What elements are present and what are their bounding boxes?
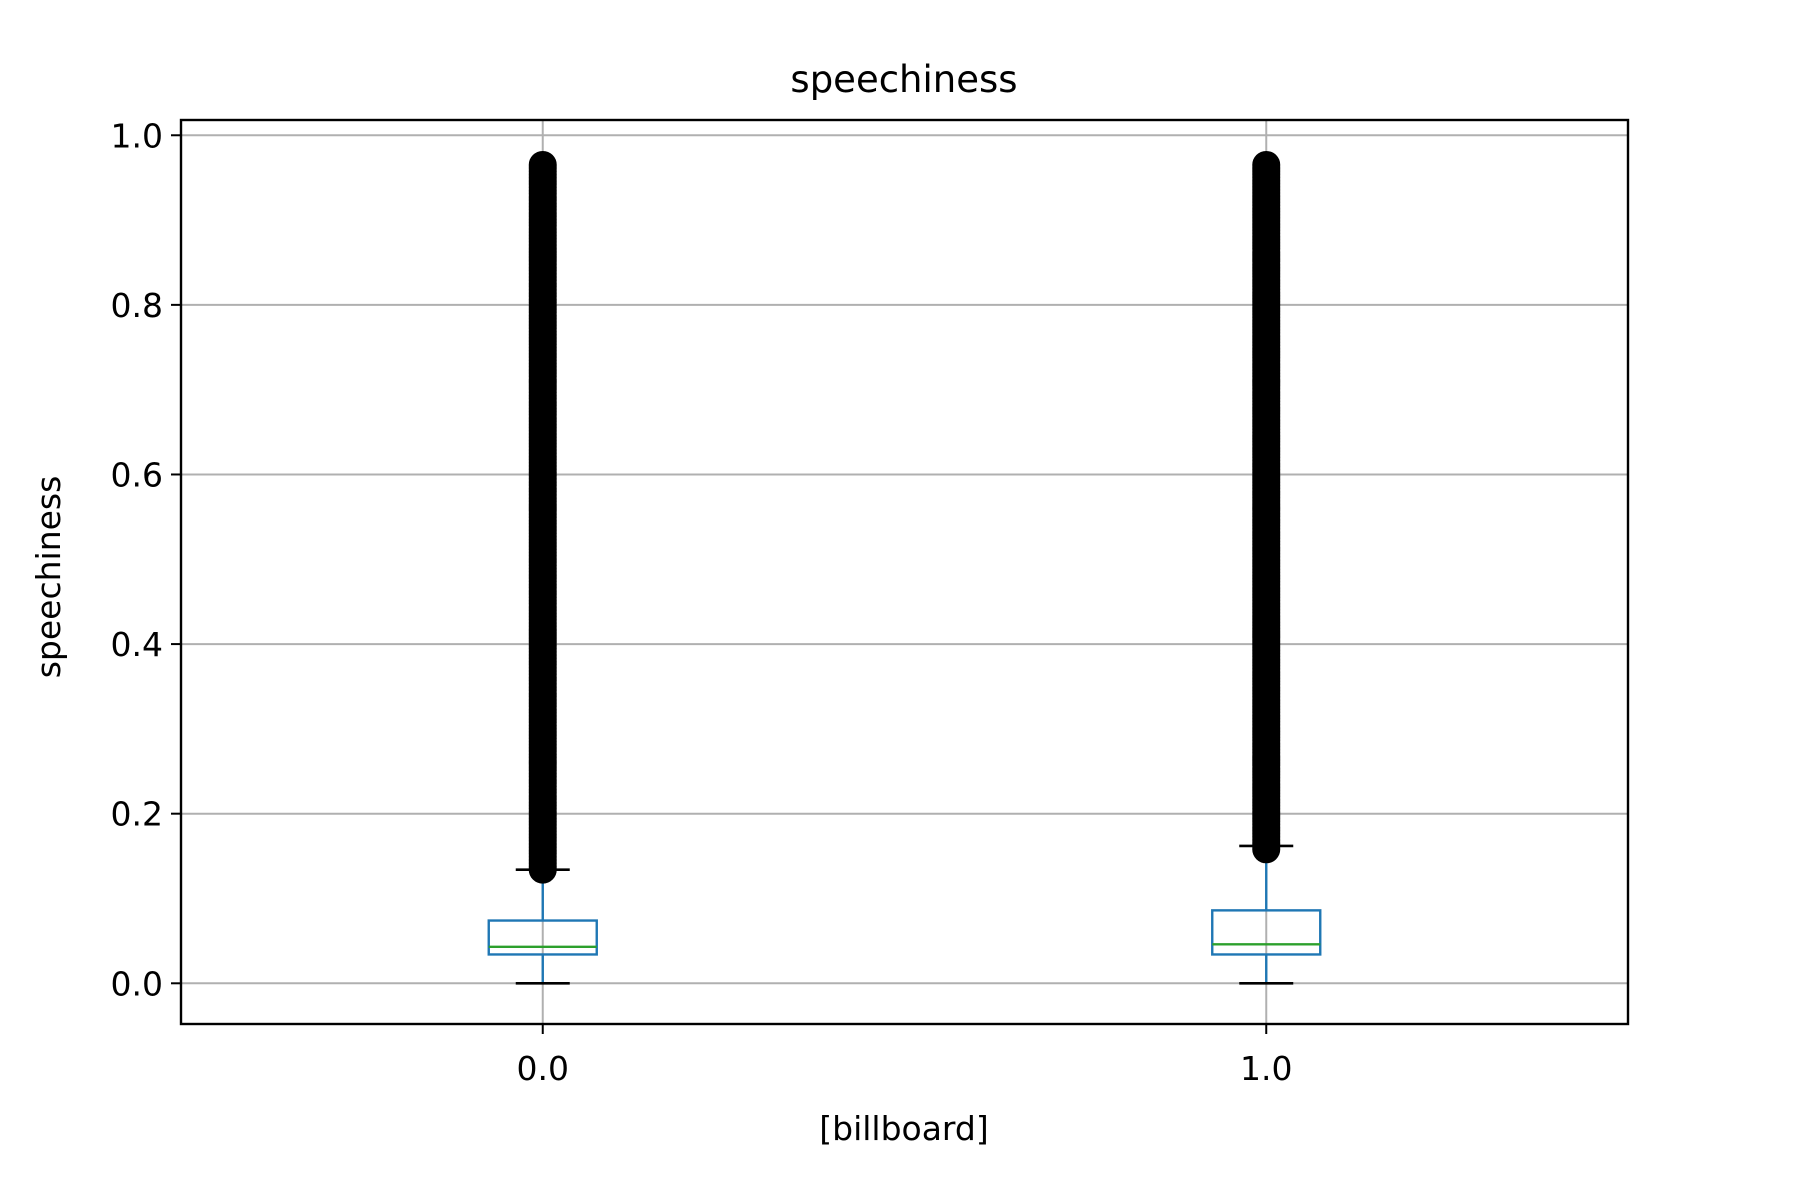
outlier-points — [528, 150, 557, 884]
outlier-point — [528, 150, 557, 179]
outlier-points — [1252, 150, 1281, 864]
y-tick-label: 0.0 — [111, 964, 163, 1003]
x-tick-label: 1.0 — [1240, 1049, 1292, 1088]
iqr-box — [1211, 909, 1322, 956]
x-axis-label: [billboard] — [819, 1109, 989, 1148]
axis-ticks: 0.0 0.2 0.4 0.6 0.8 1.0 0.0 1.0 — [111, 116, 1293, 1088]
box-0.0 — [487, 150, 598, 985]
x-tick-label: 0.0 — [517, 1049, 569, 1088]
box-1.0 — [1211, 150, 1322, 985]
y-tick-label: 1.0 — [111, 116, 163, 155]
iqr-box — [487, 919, 598, 956]
y-tick-label: 0.8 — [111, 286, 163, 325]
y-tick-label: 0.2 — [111, 795, 163, 834]
y-tick-label: 0.4 — [111, 625, 163, 664]
axes-frame — [179, 118, 1630, 1026]
plot-area — [487, 150, 1322, 985]
y-axis-label: speechiness — [29, 476, 68, 679]
y-tick-label: 0.6 — [111, 455, 163, 494]
chart-title: speechiness — [790, 58, 1017, 101]
outlier-point — [1252, 150, 1281, 179]
